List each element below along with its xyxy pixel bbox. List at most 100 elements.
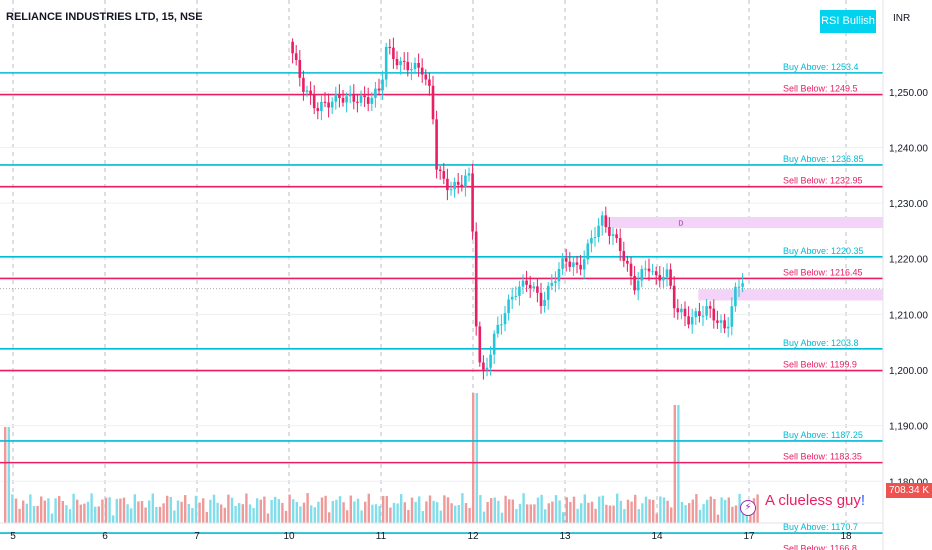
volume-bar [436,502,439,523]
candle-body [723,320,726,329]
volume-bar [655,513,658,523]
volume-bar [533,504,536,523]
volume-bar [65,505,68,523]
volume-bar [223,507,226,523]
candle-body [320,101,323,112]
volume-bar [544,509,547,523]
candle-body [564,258,568,262]
volume-bar [353,501,356,523]
volume-bar [515,508,518,523]
volume-bar [11,494,14,523]
candle-body [500,324,503,326]
volume-bar [594,508,597,523]
volume-bar [173,510,176,523]
volume-bar [536,497,540,523]
candle-body [431,85,435,120]
volume-bar [108,497,111,523]
volume-bar [4,427,7,523]
candle-body [388,46,392,48]
volume-bar [47,498,50,523]
volume-bar [630,501,633,523]
candle-body [420,67,424,75]
volume-bar [616,493,619,523]
currency-label[interactable]: INR [893,13,911,24]
candle-body [345,96,348,103]
candle-body [726,326,730,329]
volume-bar [317,501,320,523]
volume-bar [374,504,378,523]
buy-level-label-8: Buy Above: 1187.25 [783,430,863,440]
lightning-icon[interactable]: ⚡ [740,500,756,516]
volume-bar [468,507,471,523]
x-tick-label: 11 [376,531,387,542]
volume-bar [457,505,460,523]
symbol-title: RELIANCE INDUSTRIES LTD, 15, NSE [6,11,203,23]
volume-bar [7,427,10,523]
volume-bar [97,506,100,523]
volume-bar [497,500,500,523]
volume-label: 708.34 K [886,483,932,498]
y-tick-label: 1,180.00 [889,477,928,488]
volume-bar [641,503,644,523]
volume-bar [155,506,158,523]
volume-bar [590,501,594,523]
volume-bar [205,511,208,523]
volume-bar [558,500,561,523]
volume-bar [36,505,39,523]
volume-bar [162,503,165,523]
volume-bar [392,502,396,523]
candle-body [741,283,744,287]
volume-bar [670,507,673,523]
volume-bar [292,499,295,523]
volume-bar [79,504,82,523]
volume-bar [673,405,676,523]
candle-body [561,258,564,269]
volume-bar [378,505,381,523]
rsi-badge[interactable]: RSI Bullish [820,10,876,33]
volume-bar [432,500,435,523]
volume-bar [623,509,626,523]
volume-bar [310,505,313,523]
candle-body [615,234,618,239]
candle-body [482,362,485,370]
candle-body [698,311,701,316]
volume-bar [356,498,360,523]
candle-body [312,94,316,109]
volume-bar [662,497,666,523]
x-tick-label: 18 [840,531,852,542]
volume-bar [277,499,280,523]
volume-bar [565,497,568,523]
volume-bar [176,500,180,523]
volume-bar [425,501,428,523]
candle-body [701,315,705,317]
volume-bar [76,499,79,523]
volume-bar [562,512,565,523]
volume-bar [508,499,511,523]
volume-bar [652,499,655,523]
volume-bar [414,501,417,523]
volume-bar [295,501,298,523]
volume-bar [281,502,284,523]
volume-bar [274,496,277,523]
candle-body [579,264,582,270]
candle-body [464,175,467,187]
candle-body [654,271,658,276]
volume-bar [209,499,212,523]
volume-bar [191,507,194,523]
volume-bar [367,493,370,523]
candle-body [330,101,334,108]
volume-bar [684,505,687,523]
volume-bar [709,496,712,523]
candles[interactable] [291,37,744,380]
volume-bar [263,496,266,523]
candle-body [485,367,489,370]
candle-body [442,171,446,179]
volume-bar [169,496,172,523]
candle-body [543,299,546,306]
candle-body [356,101,359,103]
sell-level-label-3: Sell Below: 1232.95 [783,176,863,186]
volume-bar [695,494,698,523]
volume-bar [126,504,129,523]
volume-bar [482,511,486,523]
